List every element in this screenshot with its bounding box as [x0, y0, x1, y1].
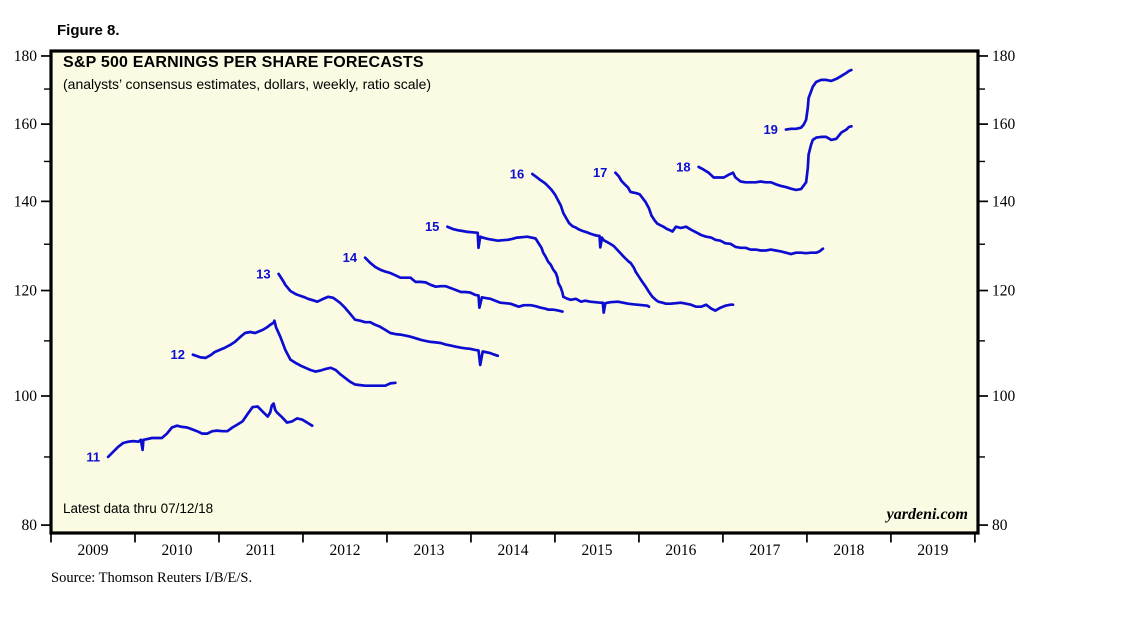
y-tick-label-right: 80: [992, 517, 1008, 534]
x-year-label: 2012: [329, 542, 360, 559]
x-year-label: 2011: [246, 542, 276, 559]
series-line-15: [446, 225, 651, 314]
x-year-label: 2010: [161, 542, 192, 559]
y-tick-label-right: 180: [992, 48, 1016, 65]
series-label-14: 14: [343, 250, 358, 265]
series-line-11: [106, 402, 314, 459]
series-label-16: 16: [510, 166, 524, 181]
latest-data-note: Latest data thru 07/12/18: [63, 501, 214, 516]
x-year-label: 2016: [665, 542, 696, 559]
series-label-12: 12: [170, 347, 184, 362]
series-label-15: 15: [425, 219, 439, 234]
series-line-14: [363, 256, 564, 313]
series-line-12: [191, 319, 397, 388]
y-tick-label-left: 100: [14, 388, 38, 405]
figure-label: Figure 8.: [57, 22, 120, 39]
y-tick-label-right: 140: [992, 193, 1016, 210]
y-tick-label-left: 180: [14, 48, 38, 65]
series-line-17: [614, 171, 825, 256]
series-label-18: 18: [676, 159, 690, 174]
y-tick-label-left: 120: [14, 283, 38, 300]
series-line-13: [277, 272, 500, 367]
plot-area: [51, 51, 978, 533]
y-tick-label-right: 120: [992, 283, 1016, 300]
series-label-17: 17: [593, 165, 607, 180]
x-year-label: 2019: [917, 542, 948, 559]
chart-subtitle: (analysts’ consensus estimates, dollars,…: [63, 76, 432, 92]
series-line-16: [530, 172, 735, 312]
series-label-13: 13: [256, 266, 270, 281]
series-line-19: [784, 68, 853, 131]
series-line-18: [697, 124, 853, 192]
x-year-label: 2015: [581, 542, 612, 559]
chart-title: S&P 500 EARNINGS PER SHARE FORECASTS: [63, 54, 424, 71]
series-label-11: 11: [86, 449, 100, 464]
y-tick-label-right: 100: [992, 388, 1016, 405]
x-year-label: 2017: [749, 542, 780, 559]
x-year-label: 2013: [413, 542, 444, 559]
y-tick-label-right: 160: [992, 116, 1016, 133]
series-label-19: 19: [763, 122, 777, 137]
x-year-label: 2009: [77, 542, 108, 559]
x-year-label: 2014: [497, 542, 528, 559]
y-tick-label-left: 160: [14, 116, 38, 133]
y-tick-label-left: 80: [22, 517, 38, 534]
y-tick-label-left: 140: [14, 193, 38, 210]
source-note: Source: Thomson Reuters I/B/E/S.: [51, 570, 253, 586]
x-year-label: 2018: [833, 542, 864, 559]
plot-frame: [49, 49, 980, 535]
watermark-yardeni: yardeni.com: [886, 506, 968, 523]
